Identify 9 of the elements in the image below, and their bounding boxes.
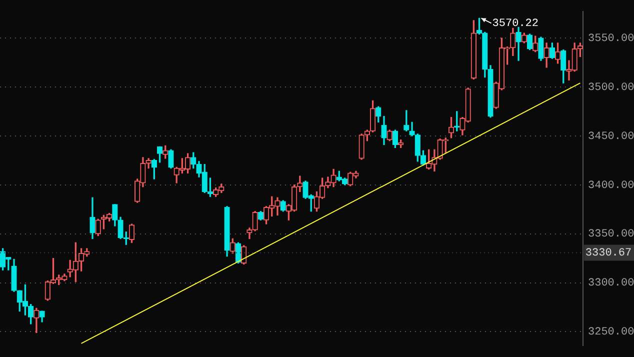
y-tick-label: 3500.00 <box>588 82 634 94</box>
y-tick-label: 3250.00 <box>588 326 634 339</box>
y-tick-label: 3550.00 <box>588 32 634 45</box>
annotation: 3570.22 <box>492 18 539 30</box>
y-tick-label: 3450.00 <box>588 130 634 143</box>
y-tick-label: 3300.00 <box>588 278 634 290</box>
y-tick-label: 3350.00 <box>588 228 634 241</box>
ref-line-label: 3330.67 <box>585 248 632 260</box>
y-tick-label: 3400.00 <box>588 180 634 192</box>
